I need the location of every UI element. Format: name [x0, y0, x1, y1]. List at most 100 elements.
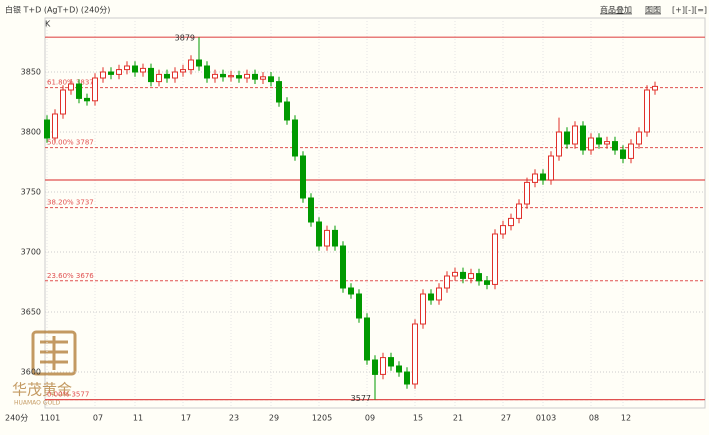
candle-body — [436, 287, 442, 301]
watermark-name: 华茂黄金 — [12, 381, 72, 399]
candle-body — [68, 83, 74, 91]
candle-body — [276, 81, 282, 103]
candle-body — [268, 76, 274, 83]
candle-body — [324, 229, 330, 247]
x-tick-label: 15 — [413, 414, 423, 423]
candle-body — [228, 75, 234, 78]
candle-body — [244, 73, 250, 79]
candle-body — [452, 271, 458, 277]
x-tick-label: 08 — [589, 414, 599, 423]
candle-body — [476, 273, 482, 282]
candle-body — [172, 71, 178, 79]
link[interactable]: 商品叠加 — [600, 5, 632, 15]
candle-body — [588, 137, 594, 151]
x-axis-label: 240分 — [5, 414, 28, 423]
candle-body — [652, 85, 658, 91]
candle-body — [396, 365, 402, 373]
candle-body — [644, 89, 650, 133]
x-tick-label: 09 — [365, 414, 375, 423]
candle-body — [148, 67, 154, 83]
candle-body — [44, 119, 50, 139]
candle-body — [156, 73, 162, 83]
candle-body — [492, 233, 498, 285]
candle-body — [220, 73, 226, 78]
candle-body — [108, 71, 114, 75]
x-tick-label: 21 — [453, 414, 463, 423]
y-tick-label: 3650 — [21, 308, 41, 317]
x-tick-label: 0103 — [536, 414, 556, 423]
fib-label: 38.20% 3737 — [47, 199, 94, 207]
candle-body — [140, 67, 146, 73]
link[interactable]: 图图 — [645, 6, 661, 15]
candle-body — [204, 65, 210, 79]
candle-body — [92, 77, 98, 102]
candle-body — [596, 137, 602, 145]
candle-body — [84, 97, 90, 102]
candle-body — [356, 293, 362, 319]
candle-body — [340, 245, 346, 289]
candle-body — [460, 271, 466, 279]
fib-label: 0.00% 3577 — [47, 391, 89, 399]
candle-body — [604, 141, 610, 145]
candle-body — [404, 371, 410, 385]
fib-label: 23.60% 3676 — [47, 272, 94, 280]
x-tick-label: 27 — [501, 414, 511, 423]
candle-body — [316, 221, 322, 247]
fib-label: 50.00% 3787 — [47, 139, 94, 147]
candle-body — [332, 229, 338, 247]
candle-body — [76, 83, 82, 99]
candle-body — [236, 75, 242, 79]
candle-body — [444, 275, 450, 289]
candle-body — [556, 131, 562, 157]
y-tick-label: 3800 — [21, 128, 41, 137]
y-axis-label: K — [45, 20, 51, 29]
candle-body — [428, 293, 434, 301]
candle-body — [420, 293, 426, 325]
link[interactable]: [+][-][=] — [672, 6, 707, 15]
y-tick-label: 3700 — [21, 248, 41, 257]
candle-body — [572, 125, 578, 145]
candle-body — [500, 225, 506, 235]
candle-body — [180, 69, 186, 73]
candle-body — [116, 69, 122, 75]
candle-body — [212, 73, 218, 79]
candle-body — [388, 357, 394, 367]
candle-body — [532, 173, 538, 183]
x-tick-label: 11 — [133, 414, 143, 423]
logo-glyph — [40, 336, 68, 370]
x-tick-label: 17 — [181, 414, 191, 423]
candle-body — [524, 181, 530, 205]
candle-body — [60, 89, 66, 115]
candle-body — [620, 149, 626, 159]
x-tick-label: 1101 — [40, 414, 60, 423]
candle-body — [628, 143, 634, 159]
x-tick-label: 29 — [269, 414, 279, 423]
y-tick-label: 3600 — [21, 368, 41, 377]
candle-body — [292, 119, 298, 157]
candle-body — [52, 113, 58, 139]
candle-body — [580, 125, 586, 151]
candle-body — [636, 131, 642, 145]
candle-body — [372, 359, 378, 375]
candle-body — [612, 141, 618, 151]
candle-body — [300, 155, 306, 199]
candle-body — [132, 65, 138, 73]
candle-body — [564, 131, 570, 145]
candle-body — [516, 203, 522, 219]
candle-body — [284, 101, 290, 121]
candle-body — [196, 59, 202, 67]
x-tick-label: 23 — [229, 414, 239, 423]
candle-body — [100, 71, 106, 79]
y-tick-label: 3750 — [21, 188, 41, 197]
watermark-latin: HUAMAO GOLD — [14, 400, 61, 407]
candle-body — [164, 73, 170, 79]
extreme-label: 3577 — [351, 394, 371, 403]
watermark: 华茂黄金 HUAMAO GOLD — [12, 330, 77, 407]
plot-frame — [44, 17, 706, 409]
x-tick-label: 12 — [621, 414, 631, 423]
x-tick-label: 07 — [93, 414, 103, 423]
fib-label: 61.80% 3837 — [47, 79, 94, 87]
